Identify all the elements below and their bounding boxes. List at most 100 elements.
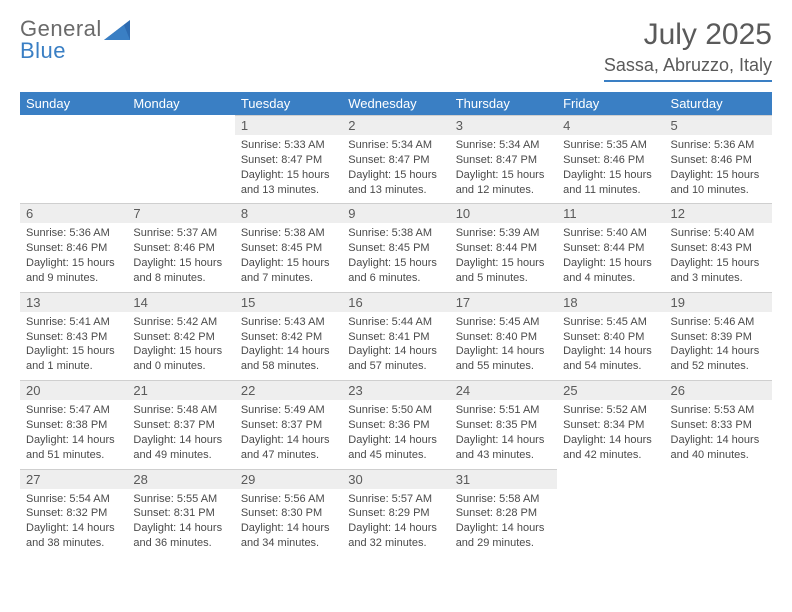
daylight-text: Daylight: 15 hours and 3 minutes. <box>671 256 766 286</box>
sunset-text: Sunset: 8:46 PM <box>133 241 228 256</box>
day-body: Sunrise: 5:34 AMSunset: 8:47 PMDaylight:… <box>450 135 557 203</box>
day-number: 25 <box>557 380 664 400</box>
day-body: Sunrise: 5:51 AMSunset: 8:35 PMDaylight:… <box>450 400 557 468</box>
calendar-cell: 24Sunrise: 5:51 AMSunset: 8:35 PMDayligh… <box>450 380 557 468</box>
day-body: Sunrise: 5:48 AMSunset: 8:37 PMDaylight:… <box>127 400 234 468</box>
daylight-text: Daylight: 14 hours and 38 minutes. <box>26 521 121 551</box>
calendar-table: SundayMondayTuesdayWednesdayThursdayFrid… <box>20 92 772 557</box>
sunset-text: Sunset: 8:30 PM <box>241 506 336 521</box>
sunset-text: Sunset: 8:47 PM <box>241 153 336 168</box>
daylight-text: Daylight: 14 hours and 54 minutes. <box>563 344 658 374</box>
day-number: 18 <box>557 292 664 312</box>
calendar-cell: 2Sunrise: 5:34 AMSunset: 8:47 PMDaylight… <box>342 115 449 203</box>
weekday-header: Saturday <box>665 92 772 115</box>
day-number: 1 <box>235 115 342 135</box>
day-body: Sunrise: 5:53 AMSunset: 8:33 PMDaylight:… <box>665 400 772 468</box>
daylight-text: Daylight: 14 hours and 34 minutes. <box>241 521 336 551</box>
sunrise-text: Sunrise: 5:48 AM <box>133 403 228 418</box>
weekday-header: Sunday <box>20 92 127 115</box>
day-number: 21 <box>127 380 234 400</box>
sunrise-text: Sunrise: 5:40 AM <box>671 226 766 241</box>
sunrise-text: Sunrise: 5:53 AM <box>671 403 766 418</box>
sunrise-text: Sunrise: 5:40 AM <box>563 226 658 241</box>
daylight-text: Daylight: 15 hours and 8 minutes. <box>133 256 228 286</box>
daylight-text: Daylight: 14 hours and 57 minutes. <box>348 344 443 374</box>
sunset-text: Sunset: 8:46 PM <box>563 153 658 168</box>
daylight-text: Daylight: 14 hours and 51 minutes. <box>26 433 121 463</box>
sunset-text: Sunset: 8:47 PM <box>456 153 551 168</box>
day-number: 11 <box>557 203 664 223</box>
daylight-text: Daylight: 14 hours and 40 minutes. <box>671 433 766 463</box>
sunset-text: Sunset: 8:42 PM <box>133 330 228 345</box>
calendar-week-row: 20Sunrise: 5:47 AMSunset: 8:38 PMDayligh… <box>20 380 772 468</box>
day-body: Sunrise: 5:39 AMSunset: 8:44 PMDaylight:… <box>450 223 557 291</box>
sunset-text: Sunset: 8:44 PM <box>563 241 658 256</box>
calendar-cell <box>665 469 772 557</box>
calendar-cell: 7Sunrise: 5:37 AMSunset: 8:46 PMDaylight… <box>127 203 234 291</box>
sunset-text: Sunset: 8:38 PM <box>26 418 121 433</box>
sunrise-text: Sunrise: 5:38 AM <box>348 226 443 241</box>
sunrise-text: Sunrise: 5:58 AM <box>456 492 551 507</box>
sunrise-text: Sunrise: 5:51 AM <box>456 403 551 418</box>
sunrise-text: Sunrise: 5:55 AM <box>133 492 228 507</box>
day-number: 3 <box>450 115 557 135</box>
sunrise-text: Sunrise: 5:45 AM <box>563 315 658 330</box>
day-number: 15 <box>235 292 342 312</box>
calendar-week-row: 1Sunrise: 5:33 AMSunset: 8:47 PMDaylight… <box>20 115 772 203</box>
calendar-cell: 10Sunrise: 5:39 AMSunset: 8:44 PMDayligh… <box>450 203 557 291</box>
sunset-text: Sunset: 8:43 PM <box>671 241 766 256</box>
daylight-text: Daylight: 15 hours and 0 minutes. <box>133 344 228 374</box>
day-body: Sunrise: 5:33 AMSunset: 8:47 PMDaylight:… <box>235 135 342 203</box>
day-body: Sunrise: 5:42 AMSunset: 8:42 PMDaylight:… <box>127 312 234 380</box>
daylight-text: Daylight: 15 hours and 9 minutes. <box>26 256 121 286</box>
brand-logo: General Blue <box>20 18 130 62</box>
calendar-cell: 11Sunrise: 5:40 AMSunset: 8:44 PMDayligh… <box>557 203 664 291</box>
day-body: Sunrise: 5:36 AMSunset: 8:46 PMDaylight:… <box>665 135 772 203</box>
sunset-text: Sunset: 8:42 PM <box>241 330 336 345</box>
daylight-text: Daylight: 15 hours and 4 minutes. <box>563 256 658 286</box>
daylight-text: Daylight: 15 hours and 1 minute. <box>26 344 121 374</box>
day-body: Sunrise: 5:55 AMSunset: 8:31 PMDaylight:… <box>127 489 234 557</box>
calendar-cell: 12Sunrise: 5:40 AMSunset: 8:43 PMDayligh… <box>665 203 772 291</box>
day-body: Sunrise: 5:52 AMSunset: 8:34 PMDaylight:… <box>557 400 664 468</box>
location: Sassa, Abruzzo, Italy <box>604 55 772 76</box>
sunrise-text: Sunrise: 5:46 AM <box>671 315 766 330</box>
sunrise-text: Sunrise: 5:42 AM <box>133 315 228 330</box>
day-number: 20 <box>20 380 127 400</box>
sunrise-text: Sunrise: 5:54 AM <box>26 492 121 507</box>
daylight-text: Daylight: 15 hours and 12 minutes. <box>456 168 551 198</box>
calendar-week-row: 6Sunrise: 5:36 AMSunset: 8:46 PMDaylight… <box>20 203 772 291</box>
sunset-text: Sunset: 8:35 PM <box>456 418 551 433</box>
calendar-cell: 1Sunrise: 5:33 AMSunset: 8:47 PMDaylight… <box>235 115 342 203</box>
calendar-cell: 27Sunrise: 5:54 AMSunset: 8:32 PMDayligh… <box>20 469 127 557</box>
brand-text: General Blue <box>20 18 102 62</box>
sunrise-text: Sunrise: 5:39 AM <box>456 226 551 241</box>
weekday-header: Friday <box>557 92 664 115</box>
day-body: Sunrise: 5:40 AMSunset: 8:44 PMDaylight:… <box>557 223 664 291</box>
day-number: 27 <box>20 469 127 489</box>
day-number: 13 <box>20 292 127 312</box>
weekday-header: Monday <box>127 92 234 115</box>
day-body: Sunrise: 5:45 AMSunset: 8:40 PMDaylight:… <box>450 312 557 380</box>
calendar-cell: 17Sunrise: 5:45 AMSunset: 8:40 PMDayligh… <box>450 292 557 380</box>
day-number: 31 <box>450 469 557 489</box>
month-title: July 2025 <box>604 18 772 51</box>
brand-triangle-icon <box>104 20 130 40</box>
daylight-text: Daylight: 14 hours and 43 minutes. <box>456 433 551 463</box>
weekday-header: Tuesday <box>235 92 342 115</box>
calendar-cell: 18Sunrise: 5:45 AMSunset: 8:40 PMDayligh… <box>557 292 664 380</box>
sunrise-text: Sunrise: 5:45 AM <box>456 315 551 330</box>
sunrise-text: Sunrise: 5:44 AM <box>348 315 443 330</box>
calendar-cell: 29Sunrise: 5:56 AMSunset: 8:30 PMDayligh… <box>235 469 342 557</box>
day-body: Sunrise: 5:37 AMSunset: 8:46 PMDaylight:… <box>127 223 234 291</box>
sunset-text: Sunset: 8:39 PM <box>671 330 766 345</box>
calendar-cell: 5Sunrise: 5:36 AMSunset: 8:46 PMDaylight… <box>665 115 772 203</box>
calendar-cell: 19Sunrise: 5:46 AMSunset: 8:39 PMDayligh… <box>665 292 772 380</box>
day-number: 30 <box>342 469 449 489</box>
day-number: 8 <box>235 203 342 223</box>
sunrise-text: Sunrise: 5:47 AM <box>26 403 121 418</box>
daylight-text: Daylight: 15 hours and 7 minutes. <box>241 256 336 286</box>
day-body: Sunrise: 5:57 AMSunset: 8:29 PMDaylight:… <box>342 489 449 557</box>
sunrise-text: Sunrise: 5:57 AM <box>348 492 443 507</box>
sunrise-text: Sunrise: 5:41 AM <box>26 315 121 330</box>
